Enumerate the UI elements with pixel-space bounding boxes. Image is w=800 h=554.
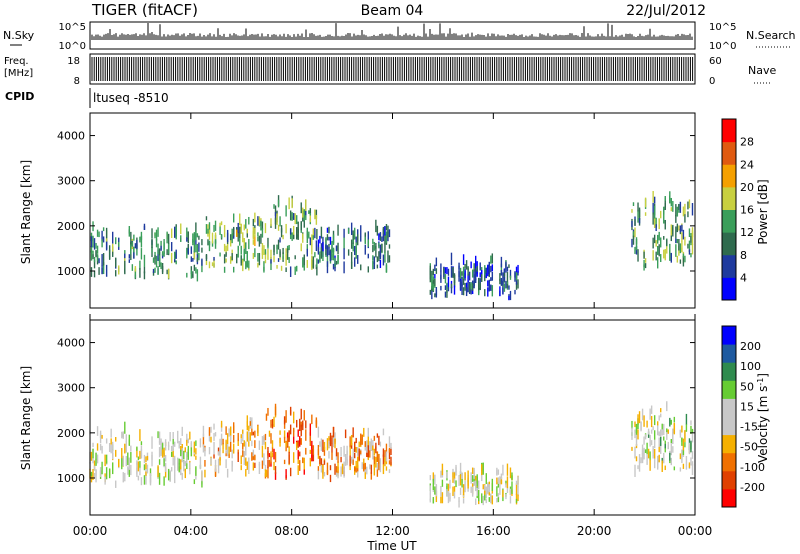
time-axis-label: Time UT — [366, 539, 417, 553]
cpid-value: ltuseq -8510 — [93, 91, 169, 105]
colorbar-swatch — [722, 344, 736, 363]
colorbar-swatch — [722, 326, 736, 345]
beam-title: Beam 04 — [361, 3, 424, 19]
velocity-colorbar-label: Velocity [m s-1] — [756, 373, 770, 463]
power-echo-field — [90, 190, 694, 301]
colorbar-tick-label: -15 — [740, 421, 758, 434]
colorbar-tick-label: 20 — [740, 181, 754, 194]
nave-scale-top: 60 — [709, 56, 722, 67]
colorbar-swatch — [722, 119, 736, 143]
range-tick-label: 3000 — [57, 382, 85, 395]
colorbar-tick-label: 24 — [740, 158, 754, 171]
colorbar-swatch — [722, 488, 736, 508]
nave-label: Nave — [748, 64, 776, 77]
colorbar-swatch — [722, 452, 736, 472]
time-axis: 00:00 04:00 08:00 12:00 16:00 20:00 00:00 — [73, 113, 713, 538]
cpid-label: CPID — [5, 90, 34, 103]
velocity-colorbar: -200 -100 -50 -15 15 50 100 200 — [721, 325, 765, 508]
time-tick-label: 16:00 — [476, 524, 511, 538]
colorbar-swatch — [722, 232, 736, 256]
range-tick-label: 4000 — [57, 337, 85, 350]
colorbar-tick-label: 28 — [740, 136, 754, 149]
colorbar-tick-label: -200 — [740, 481, 765, 494]
colorbar-tick-label: 15 — [740, 400, 754, 413]
freq-label-line2: [MHz] — [4, 68, 33, 79]
nsearch-label: N.Search — [746, 29, 796, 42]
time-tick-label: 00:00 — [73, 524, 108, 538]
range-tick-label: 1000 — [57, 265, 85, 278]
colorbar-tick-label: 8 — [740, 249, 747, 262]
colorbar-swatch — [722, 470, 736, 490]
freq-strip-frame — [89, 53, 696, 85]
range-tick-label: 1000 — [57, 472, 85, 485]
station-title: TIGER (fitACF) — [91, 1, 198, 19]
colorbar-swatch — [722, 164, 736, 188]
nsky-strip-frame — [89, 21, 696, 50]
power-colorbar: 4 8 12 16 20 24 28 — [721, 118, 754, 301]
freq-label-line1: Freq. — [4, 56, 29, 67]
colorbar-frame — [721, 325, 737, 508]
colorbar-swatch — [722, 434, 736, 454]
freq-trace — [91, 57, 694, 81]
time-tick-label: 08:00 — [274, 524, 309, 538]
colorbar-swatch — [722, 362, 736, 381]
colorbar-frame — [721, 118, 737, 301]
colorbar-swatch — [722, 380, 736, 399]
colorbar-tick-label: 100 — [740, 360, 761, 373]
colorbar-swatch — [722, 186, 736, 210]
freq-scale-bottom: 8 — [74, 76, 80, 87]
range-tick-label: 2000 — [57, 427, 85, 440]
nave-scale-bottom: 0 — [709, 76, 715, 87]
range-tick-label: 2000 — [57, 220, 85, 233]
range-tick-label: 3000 — [57, 175, 85, 188]
velocity-range-axis: 1000 2000 3000 4000 — [57, 337, 695, 485]
time-tick-label: 20:00 — [577, 524, 612, 538]
colorbar-swatch — [722, 254, 736, 278]
range-tick-label: 4000 — [57, 130, 85, 143]
colorbar-swatch — [722, 398, 736, 417]
nsky-scale-bottom: 10^0 — [59, 41, 86, 52]
nsearch-scale-top: 10^5 — [709, 22, 736, 33]
colorbar-swatch — [722, 209, 736, 233]
time-tick-label: 04:00 — [174, 524, 209, 538]
power-colorbar-label: Power [dB] — [756, 179, 770, 244]
nsky-trace — [91, 23, 693, 40]
velocity-panel-frame — [89, 319, 696, 516]
colorbar-tick-label: 50 — [740, 380, 754, 393]
power-panel-frame — [89, 112, 696, 309]
colorbar-tick-label: 16 — [740, 204, 754, 217]
time-tick-label: 12:00 — [375, 524, 410, 538]
power-range-axis-label: Slant Range [km] — [19, 160, 33, 264]
freq-scale-top: 18 — [67, 56, 80, 67]
date-title: 22/Jul/2012 — [626, 3, 706, 19]
colorbar-tick-label: 4 — [740, 271, 747, 284]
colorbar-swatch — [722, 277, 736, 301]
power-range-axis: 1000 2000 3000 4000 — [57, 130, 695, 278]
time-tick-label: 00:00 — [678, 524, 713, 538]
colorbar-tick-label: 12 — [740, 226, 754, 239]
colorbar-tick-label: 200 — [740, 340, 761, 353]
colorbar-swatch — [722, 141, 736, 165]
velocity-echo-field — [89, 401, 694, 508]
nsky-label: N.Sky — [3, 29, 35, 42]
nsearch-scale-bottom: 10^0 — [709, 41, 736, 52]
colorbar-tick-label: -50 — [740, 441, 758, 454]
velocity-range-axis-label: Slant Range [km] — [19, 366, 33, 470]
nsky-scale-top: 10^5 — [59, 22, 86, 33]
colorbar-tick-label: -100 — [740, 461, 765, 474]
colorbar-swatch — [722, 416, 736, 436]
